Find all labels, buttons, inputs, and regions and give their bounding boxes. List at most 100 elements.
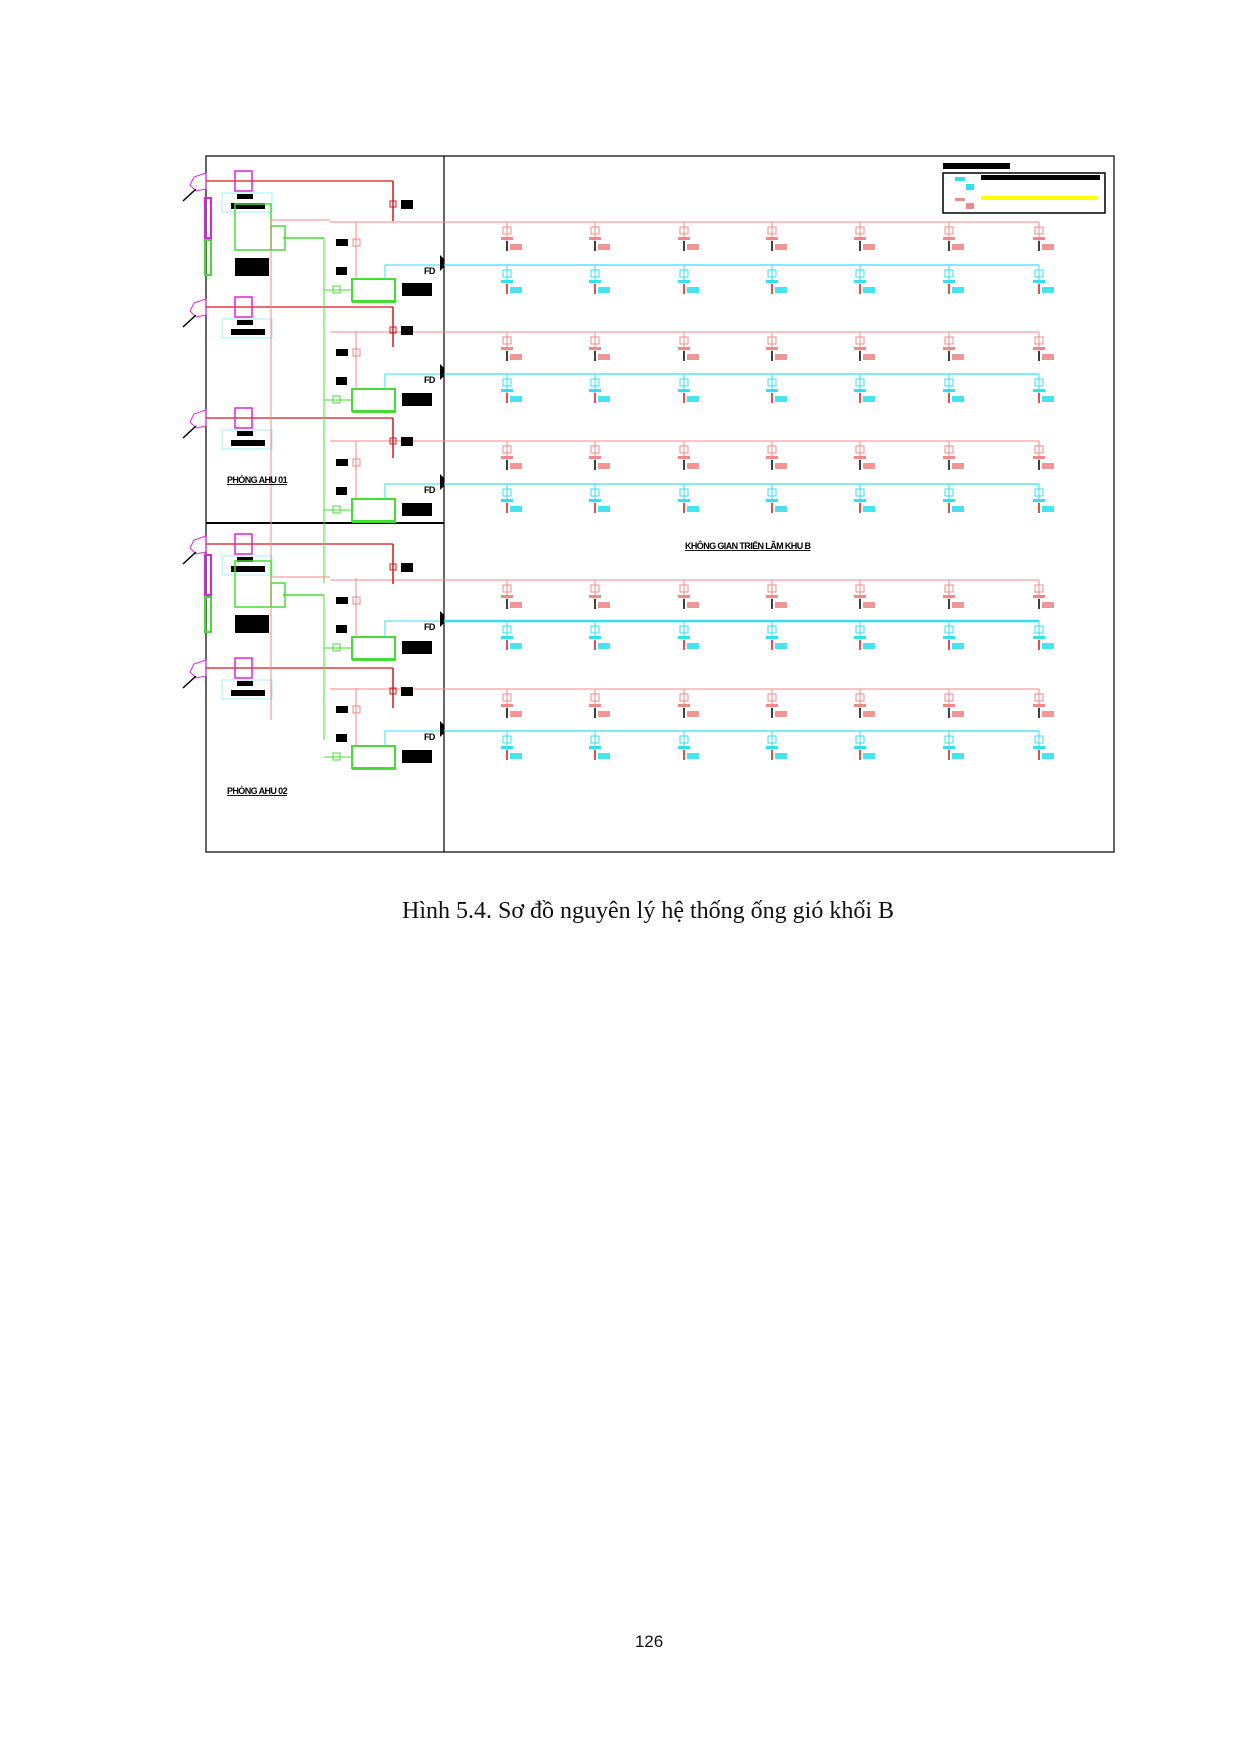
diffuser-icon	[766, 237, 778, 240]
damper-tag	[401, 563, 413, 572]
diffuser-tag	[598, 354, 610, 360]
return-grille	[766, 689, 787, 718]
supply-diffuser	[589, 621, 610, 650]
damper-icon	[767, 693, 777, 702]
return-grille	[943, 441, 964, 470]
fire-damper-icon	[440, 255, 444, 271]
exhaust-hood-icon	[189, 409, 207, 429]
damper-icon	[944, 584, 954, 593]
diffuser-icon	[1033, 389, 1045, 392]
diffuser-tag	[510, 354, 522, 360]
damper-tag	[336, 349, 348, 356]
fresh-air-louver-icon	[204, 239, 212, 276]
legend-title-block	[943, 163, 1010, 169]
damper-icon	[679, 735, 689, 744]
damper-icon	[944, 625, 954, 634]
diffuser-icon	[1033, 499, 1045, 502]
diffuser-icon	[501, 347, 513, 350]
supply-diffuser	[501, 621, 522, 650]
diffuser-tag	[952, 396, 964, 402]
damper-icon	[590, 488, 600, 497]
diffuser-tag	[952, 287, 964, 293]
diffuser-tag	[687, 602, 699, 608]
diffuser-icon	[1033, 237, 1045, 240]
ahu-icon	[234, 203, 272, 251]
damper-icon	[855, 735, 865, 744]
supply-diffuser	[766, 484, 787, 513]
page-number: 126	[634, 1632, 664, 1651]
diffuser-tag	[598, 506, 610, 512]
ahu-tag	[235, 258, 269, 276]
diffuser-icon	[678, 237, 690, 240]
damper-icon	[502, 378, 512, 387]
damper-icon	[502, 226, 512, 235]
supply-diffuser	[501, 484, 522, 513]
diffuser-tag	[863, 753, 875, 759]
fan-tag-text-block	[231, 690, 265, 696]
damper-tag	[336, 734, 347, 742]
return-grille	[589, 222, 610, 251]
return-grille	[943, 580, 964, 609]
diffuser-tag	[687, 396, 699, 402]
return-grille	[1033, 580, 1054, 609]
legend-return-diffuser-icon	[955, 198, 965, 201]
return-grille	[854, 441, 875, 470]
fresh-air-louver-icon	[204, 596, 212, 633]
outdoor-louver-icon	[204, 197, 212, 239]
damper-icon	[590, 445, 600, 454]
diffuser-tag	[952, 753, 964, 759]
legend-supply-diffuser-icon	[955, 177, 965, 181]
damper-icon	[1034, 378, 1044, 387]
diffuser-icon	[589, 389, 601, 392]
diffuser-tag	[1042, 354, 1054, 360]
fan-tag-text-block	[231, 440, 265, 446]
damper-icon	[332, 505, 341, 514]
damper-icon	[767, 226, 777, 235]
return-grille	[854, 689, 875, 718]
fire-damper-icon	[440, 721, 444, 737]
diffuser-tag	[863, 711, 875, 717]
diffuser-tag	[598, 396, 610, 402]
diffuser-icon	[589, 636, 601, 639]
diffuser-tag	[510, 506, 522, 512]
diffuser-tag	[863, 287, 875, 293]
damper-icon	[352, 458, 361, 467]
damper-icon	[590, 336, 600, 345]
diffuser-icon	[766, 595, 778, 598]
diffuser-icon	[1033, 456, 1045, 459]
damper-icon	[944, 445, 954, 454]
fan-tag-text-block	[237, 681, 253, 686]
return-grille	[589, 441, 610, 470]
diffuser-tag	[775, 711, 787, 717]
exhaust-hood-icon	[189, 172, 207, 192]
diffuser-tag	[598, 287, 610, 293]
diffuser-tag	[687, 463, 699, 469]
damper-icon	[855, 625, 865, 634]
diffuser-icon	[501, 746, 513, 749]
damper-icon	[1034, 226, 1044, 235]
diffuser-tag	[863, 396, 875, 402]
diffuser-icon	[1033, 347, 1045, 350]
damper-tag	[336, 377, 347, 385]
diffuser-icon	[766, 499, 778, 502]
diffuser-tag	[1042, 602, 1054, 608]
diffuser-icon	[501, 595, 513, 598]
damper-icon	[679, 445, 689, 454]
supply-connection	[384, 264, 444, 279]
supply-connection	[384, 730, 444, 746]
damper-icon	[332, 395, 341, 404]
damper-icon	[502, 488, 512, 497]
damper-icon	[679, 336, 689, 345]
damper-icon	[944, 269, 954, 278]
damper-icon	[1034, 336, 1044, 345]
diffuser-icon	[678, 595, 690, 598]
damper-icon	[502, 584, 512, 593]
diffuser-icon	[854, 456, 866, 459]
diffuser-tag	[510, 396, 522, 402]
diffuser-icon	[943, 636, 955, 639]
damper-icon	[1034, 625, 1044, 634]
fan-tag-box	[221, 429, 273, 450]
diffuser-icon	[854, 237, 866, 240]
return-grille	[943, 332, 964, 361]
supply-diffuser	[1033, 731, 1054, 760]
